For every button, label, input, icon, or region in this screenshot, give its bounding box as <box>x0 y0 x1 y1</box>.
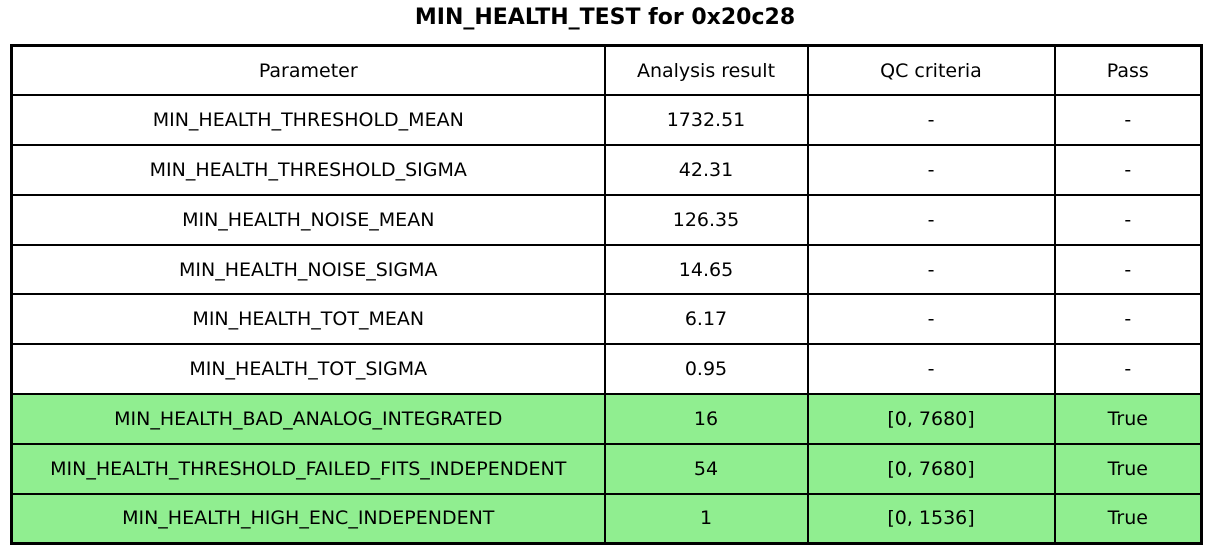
analysis-result-cell: 6.17 <box>603 293 809 346</box>
table-row: MIN_HEALTH_NOISE_MEAN 126.35 - - <box>10 193 1203 246</box>
pass-cell: - <box>1053 193 1203 246</box>
column-header-analysis-result: Analysis result <box>603 44 809 97</box>
table-row-passed: MIN_HEALTH_HIGH_ENC_INDEPENDENT 1 [0, 15… <box>10 492 1203 545</box>
pass-cell: - <box>1053 94 1203 147</box>
parameter-cell: MIN_HEALTH_NOISE_SIGMA <box>10 243 606 296</box>
parameter-cell: MIN_HEALTH_BAD_ANALOG_INTEGRATED <box>10 393 606 445</box>
qc-criteria-cell: - <box>806 193 1056 246</box>
analysis-result-cell: 54 <box>603 442 809 495</box>
qc-criteria-cell: - <box>806 243 1056 296</box>
qc-criteria-cell: - <box>806 144 1056 196</box>
pass-cell: - <box>1053 243 1203 296</box>
analysis-result-cell: 42.31 <box>603 144 809 196</box>
qc-criteria-cell: - <box>806 343 1056 396</box>
parameter-cell: MIN_HEALTH_NOISE_MEAN <box>10 193 606 246</box>
table-row-passed: MIN_HEALTH_BAD_ANALOG_INTEGRATED 16 [0, … <box>10 393 1203 445</box>
table-row: MIN_HEALTH_TOT_SIGMA 0.95 - - <box>10 343 1203 396</box>
parameter-cell: MIN_HEALTH_THRESHOLD_MEAN <box>10 94 606 147</box>
table-row: MIN_HEALTH_THRESHOLD_MEAN 1732.51 - - <box>10 94 1203 147</box>
table-row: MIN_HEALTH_TOT_MEAN 6.17 - - <box>10 293 1203 346</box>
pass-cell: True <box>1053 393 1203 445</box>
parameter-cell: MIN_HEALTH_HIGH_ENC_INDEPENDENT <box>10 492 606 545</box>
qc-criteria-cell: [0, 7680] <box>806 442 1056 495</box>
qc-criteria-cell: [0, 7680] <box>806 393 1056 445</box>
qc-criteria-cell: - <box>806 94 1056 147</box>
table-row: MIN_HEALTH_THRESHOLD_SIGMA 42.31 - - <box>10 144 1203 196</box>
pass-cell: True <box>1053 442 1203 495</box>
page-title: MIN_HEALTH_TEST for 0x20c28 <box>414 5 796 30</box>
qc-table: Parameter Analysis result QC criteria Pa… <box>10 44 1203 545</box>
qc-criteria-cell: [0, 1536] <box>806 492 1056 545</box>
column-header-pass: Pass <box>1053 44 1203 97</box>
parameter-cell: MIN_HEALTH_TOT_SIGMA <box>10 343 606 396</box>
analysis-result-cell: 16 <box>603 393 809 445</box>
parameter-cell: MIN_HEALTH_TOT_MEAN <box>10 293 606 346</box>
analysis-result-cell: 1 <box>603 492 809 545</box>
pass-cell: - <box>1053 144 1203 196</box>
pass-cell: - <box>1053 343 1203 396</box>
parameter-cell: MIN_HEALTH_THRESHOLD_SIGMA <box>10 144 606 196</box>
pass-cell: - <box>1053 293 1203 346</box>
qc-criteria-cell: - <box>806 293 1056 346</box>
analysis-result-cell: 0.95 <box>603 343 809 396</box>
column-header-qc-criteria: QC criteria <box>806 44 1056 97</box>
table-row: MIN_HEALTH_NOISE_SIGMA 14.65 - - <box>10 243 1203 296</box>
analysis-result-cell: 126.35 <box>603 193 809 246</box>
header-row: Parameter Analysis result QC criteria Pa… <box>10 44 1203 97</box>
analysis-result-cell: 1732.51 <box>603 94 809 147</box>
parameter-cell: MIN_HEALTH_THRESHOLD_FAILED_FITS_INDEPEN… <box>10 442 606 495</box>
analysis-result-cell: 14.65 <box>603 243 809 296</box>
table-row-passed: MIN_HEALTH_THRESHOLD_FAILED_FITS_INDEPEN… <box>10 442 1203 495</box>
pass-cell: True <box>1053 492 1203 545</box>
column-header-parameter: Parameter <box>10 44 606 97</box>
